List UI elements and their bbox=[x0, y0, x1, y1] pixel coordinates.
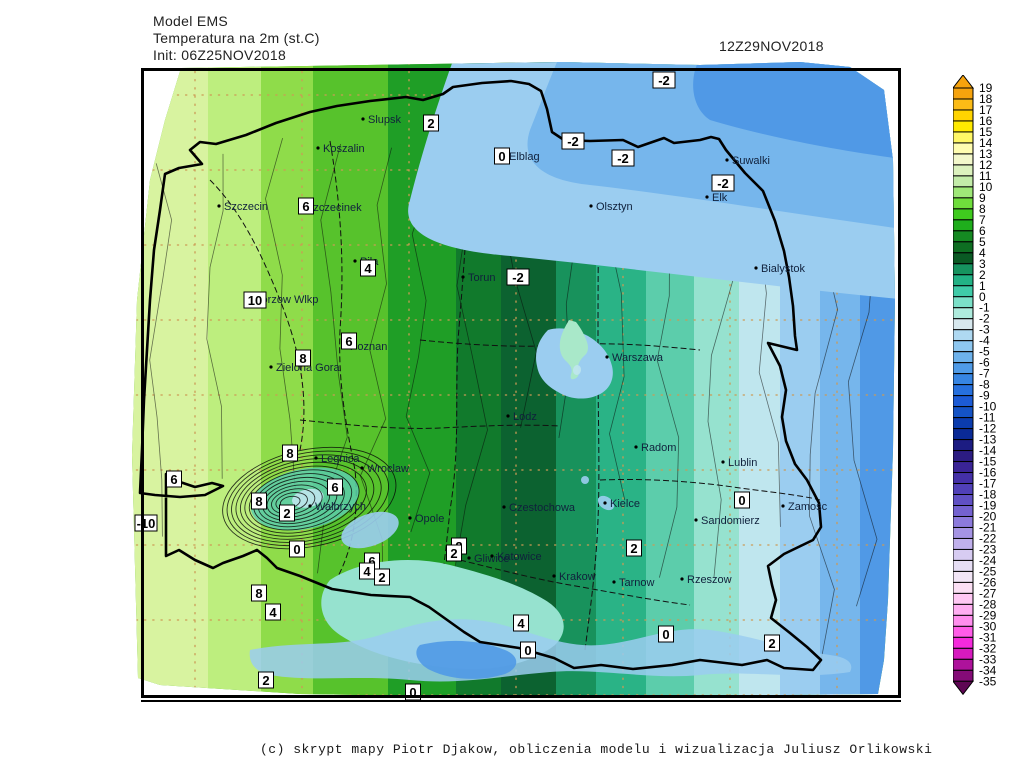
svg-text:-35: -35 bbox=[979, 674, 997, 688]
